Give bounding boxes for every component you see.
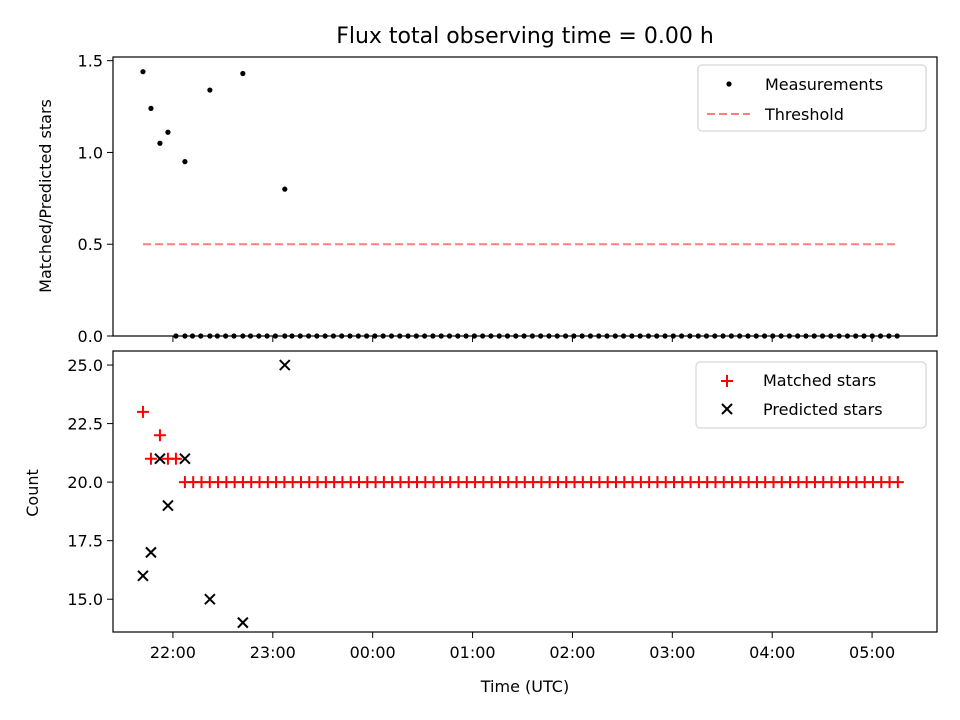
legend-threshold-label: Threshold <box>764 105 844 124</box>
predicted-star-marker <box>237 616 249 629</box>
measurement-point <box>157 140 163 146</box>
predicted-star-marker <box>204 593 216 605</box>
y-tick-label: 20.0 <box>67 473 103 492</box>
measurement-point <box>165 129 171 135</box>
measurement-point <box>140 69 146 75</box>
measurement-point <box>148 105 154 111</box>
matched-star-marker <box>169 452 182 465</box>
bottom-y-axis-label: Count <box>23 469 42 517</box>
predicted-legend-marker <box>721 403 733 415</box>
measurement-point <box>282 186 288 192</box>
measurement-point <box>182 159 188 165</box>
predicted-star-marker <box>154 453 166 465</box>
matched-star-marker <box>136 405 149 418</box>
top-axes-frame <box>112 56 938 337</box>
bottom-axes-frame <box>112 350 938 633</box>
x-axis-label: Time (UTC) <box>480 677 569 696</box>
legend-predicted-label: Predicted stars <box>763 400 883 419</box>
legend-matched-label: Matched stars <box>763 371 876 390</box>
y-tick-label: 17.5 <box>67 532 103 551</box>
x-tick-label: 05:00 <box>849 643 895 662</box>
bottom-legend: Matched stars Predicted stars <box>695 361 927 429</box>
matched-star-marker <box>891 476 904 489</box>
legend-measurements-label: Measurements <box>765 75 883 94</box>
chart-title: Flux total observing time = 0.00 h <box>336 24 714 49</box>
x-tick-label: 03:00 <box>649 643 695 662</box>
bottom-axes: Count Time (UTC) 15.0 17.5 20.0 22.5 25.0 22… <box>23 350 938 696</box>
x-tick-label: 22:00 <box>150 643 196 662</box>
predicted-star-marker <box>279 359 291 371</box>
bottom-x-ticks: 22:00 23:00 00:00 01:00 02:00 03:00 04:00 05:00 <box>150 632 895 662</box>
top-y-axis-label: Matched/Predicted stars <box>36 99 55 293</box>
matched-legend-marker <box>721 375 733 387</box>
top-axes: Flux total observing time = 0.00 h Match… <box>36 24 938 346</box>
predicted-star-marker <box>162 499 174 512</box>
y-tick-label: 0.0 <box>78 327 103 346</box>
y-tick-label: 1.0 <box>78 143 103 162</box>
x-tick-label: 01:00 <box>450 643 496 662</box>
y-tick-label: 22.5 <box>67 415 103 434</box>
predicted-star-marker <box>145 546 157 559</box>
y-tick-label: 25.0 <box>67 356 103 375</box>
matched-star-marker <box>144 452 157 465</box>
bottom-y-ticks: 15.0 17.5 20.0 22.5 25.0 <box>67 356 113 609</box>
measurements-legend-marker <box>726 81 732 87</box>
x-tick-label: 02:00 <box>549 643 595 662</box>
x-tick-label: 00:00 <box>350 643 396 662</box>
measurement-point <box>240 70 246 77</box>
bottom-plot-area <box>136 359 904 629</box>
predicted-star-marker <box>137 570 149 582</box>
y-tick-label: 1.5 <box>78 52 103 71</box>
top-legend-box <box>697 64 927 132</box>
bottom-legend-box <box>695 361 927 429</box>
top-legend: Measurements Threshold <box>697 64 927 132</box>
x-tick-label: 04:00 <box>749 643 795 662</box>
x-tick-label: 23:00 <box>250 643 296 662</box>
matched-star-marker <box>153 429 166 442</box>
y-tick-label: 15.0 <box>67 590 103 609</box>
predicted-star-marker <box>179 453 191 465</box>
measurement-point <box>207 87 213 93</box>
y-tick-label: 0.5 <box>78 235 103 254</box>
top-y-ticks: 0.0 0.5 1.0 1.5 <box>78 52 113 346</box>
